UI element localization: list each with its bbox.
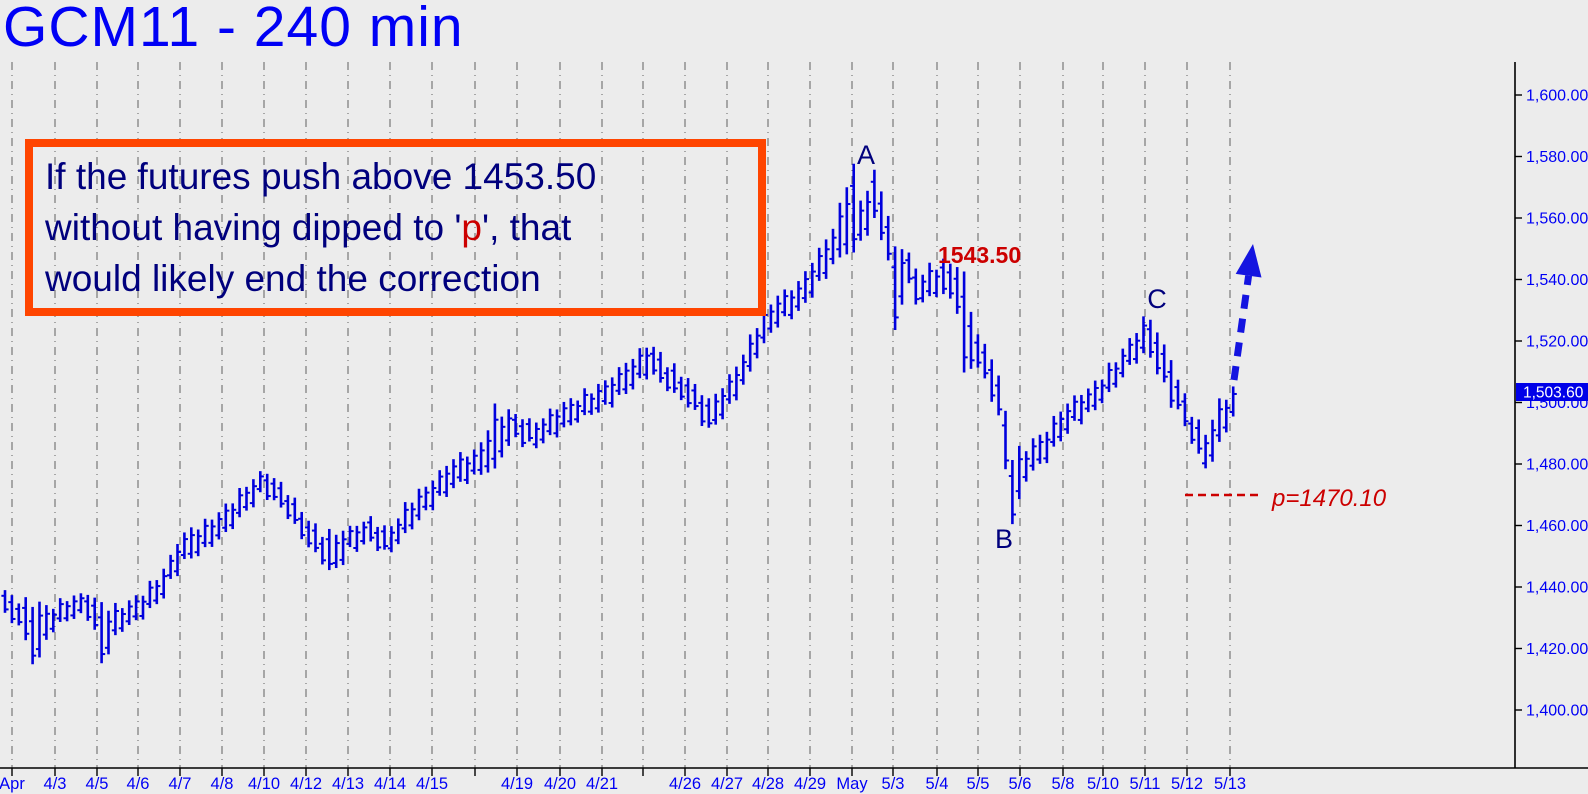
annotation-line-3: would likely end the correction (45, 258, 541, 299)
svg-text:1,440.00: 1,440.00 (1526, 580, 1588, 597)
svg-text:4/3: 4/3 (44, 775, 67, 793)
breakout-arrow-head (1235, 244, 1262, 278)
svg-text:5/3: 5/3 (882, 775, 905, 793)
wave-b-label: B (995, 524, 1013, 554)
wave-c-label: C (1147, 284, 1167, 314)
svg-text:1,520.00: 1,520.00 (1526, 334, 1588, 351)
svg-text:4/14: 4/14 (374, 775, 406, 793)
svg-text:5/5: 5/5 (967, 775, 990, 793)
svg-text:5/11: 5/11 (1130, 775, 1161, 793)
svg-text:1,420.00: 1,420.00 (1526, 641, 1588, 658)
annotation-line-1: If the futures push above 1453.50 (45, 156, 597, 197)
chart-title: GCM11 - 240 min (3, 0, 464, 59)
svg-text:4/7: 4/7 (169, 775, 192, 793)
svg-text:4/12: 4/12 (290, 775, 322, 793)
svg-text:5/10: 5/10 (1087, 775, 1119, 793)
svg-text:5/12: 5/12 (1171, 775, 1203, 793)
svg-text:4/6: 4/6 (127, 775, 150, 793)
svg-text:4/26: 4/26 (669, 775, 701, 793)
last-price-tag-bg (1516, 383, 1588, 401)
svg-text:4/8: 4/8 (211, 775, 234, 793)
svg-text:4/27: 4/27 (711, 775, 743, 793)
svg-text:4/21: 4/21 (586, 775, 618, 793)
svg-text:1,460.00: 1,460.00 (1526, 518, 1588, 535)
annotation-line-2: without having dipped to 'p', that (45, 207, 572, 248)
svg-text:5/13: 5/13 (1214, 775, 1246, 793)
svg-text:1,560.00: 1,560.00 (1526, 211, 1588, 228)
wave-a-label: A (857, 140, 875, 170)
bounce-high-price-label: 1543.50 (938, 242, 1021, 268)
svg-text:4/15: 4/15 (416, 775, 448, 793)
annotation-note-box: If the futures push above 1453.50 withou… (25, 139, 766, 316)
svg-text:5/4: 5/4 (926, 775, 949, 793)
x-axis-ticks-labels: Apr 4/3 4/5 4/6 4/7 4/8 4/10 4/12 4/13 4/14 4/15 4/… (0, 768, 1246, 793)
svg-text:1,540.00: 1,540.00 (1526, 272, 1588, 289)
last-price-tag: 1,503.60 (1516, 383, 1588, 402)
svg-text:1,480.00: 1,480.00 (1526, 457, 1588, 474)
date-gridlines (11, 62, 1231, 768)
svg-text:1,580.00: 1,580.00 (1526, 149, 1588, 166)
svg-text:4/20: 4/20 (544, 775, 576, 793)
svg-text:4/10: 4/10 (248, 775, 280, 793)
breakout-arrow (1230, 244, 1262, 381)
svg-text:4/29: 4/29 (794, 775, 826, 793)
svg-text:4/19: 4/19 (501, 775, 533, 793)
price-bars (1, 163, 1237, 665)
svg-text:5/6: 5/6 (1009, 775, 1032, 793)
svg-text:4/5: 4/5 (86, 775, 109, 793)
last-price-tag-value: 1,503.60 (1523, 385, 1584, 402)
svg-text:Apr: Apr (0, 775, 25, 793)
pivot-price-label: p=1470.10 (1271, 485, 1387, 512)
svg-text:May: May (836, 775, 868, 793)
svg-text:1,600.00: 1,600.00 (1526, 88, 1588, 105)
svg-text:5/8: 5/8 (1052, 775, 1075, 793)
svg-text:4/13: 4/13 (332, 775, 364, 793)
svg-text:1,400.00: 1,400.00 (1526, 703, 1588, 720)
breakout-arrow-shaft (1230, 275, 1253, 381)
pivot-letter: p (461, 207, 482, 248)
svg-text:4/28: 4/28 (752, 775, 784, 793)
y-axis-ticks-labels: 1,600.00 1,580.00 1,560.00 1,540.00 1,520.00… (1515, 88, 1588, 720)
